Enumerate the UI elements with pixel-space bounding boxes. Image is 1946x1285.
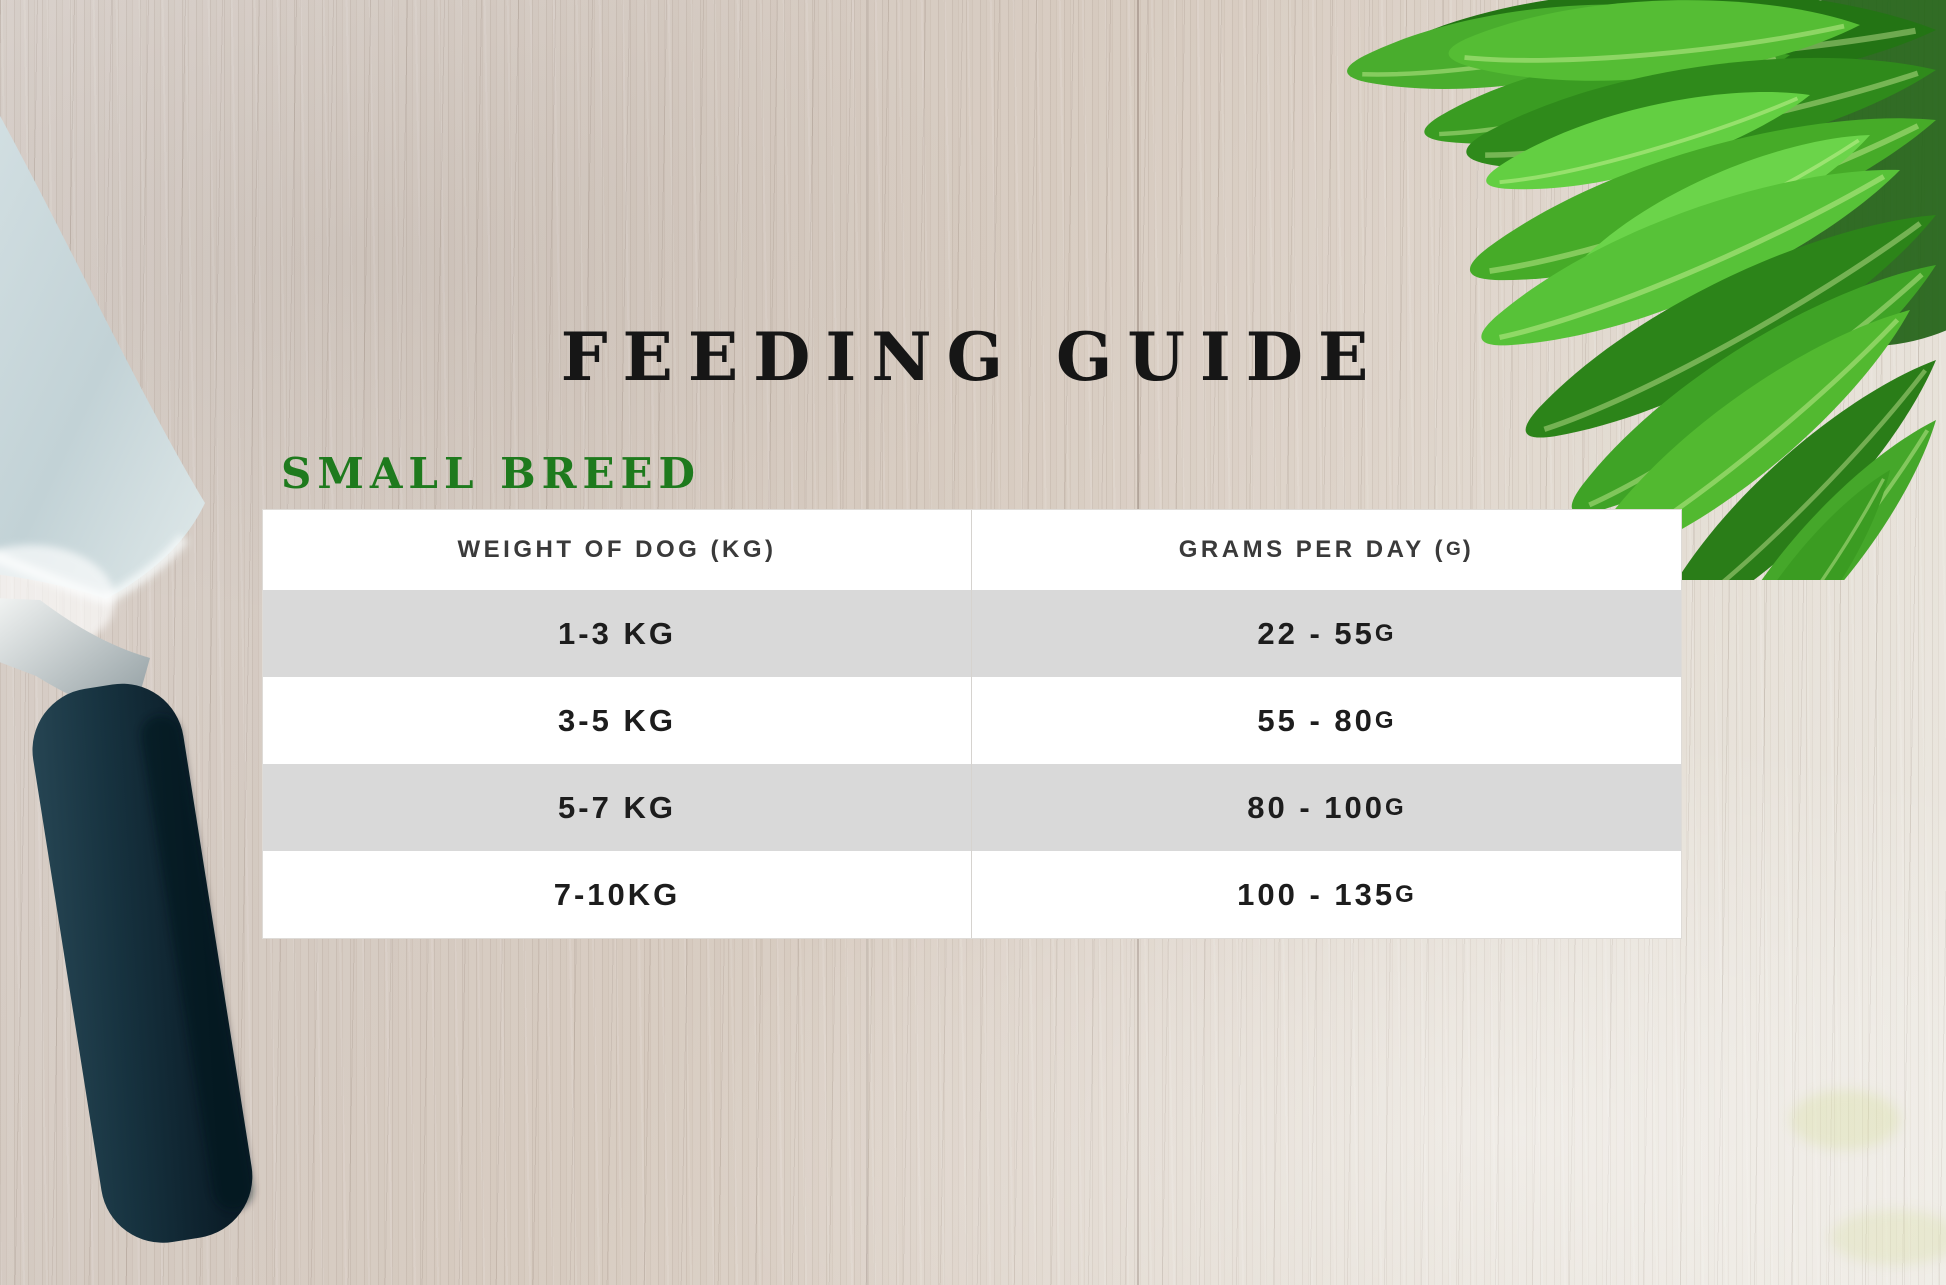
weight-header-label: WEIGHT OF DOG (KG) <box>457 536 777 563</box>
weight-cell: 1-3 KG <box>263 590 972 677</box>
grams-cell-value: 22 - 55 <box>1257 615 1375 651</box>
wood-stain <box>1830 1210 1946 1265</box>
feeding-table: WEIGHT OF DOG (KG) GRAMS PER DAY (G) 1-3… <box>262 509 1682 939</box>
grams-unit: G <box>1385 793 1406 821</box>
weight-cell-value: 3-5 KG <box>558 702 676 738</box>
grams-header-label: GRAMS PER DAY ( <box>1178 536 1446 563</box>
feeding-table-rows: 1-3 KG 22 - 55 G 3-5 KG 55 - 80 G 5-7 KG 8… <box>263 590 1681 938</box>
weight-cell-value: 1-3 KG <box>558 615 676 651</box>
weight-cell: 7-10KG <box>263 851 972 938</box>
grams-header-label-end: ) <box>1462 536 1475 563</box>
grams-cell-value: 100 - 135 <box>1237 876 1396 912</box>
weight-cell: 3-5 KG <box>263 677 972 764</box>
page-title: FEEDING GUIDE <box>560 318 1384 396</box>
grams-cell: 80 - 100 G <box>972 764 1681 851</box>
weight-cell-value: 7-10KG <box>553 876 681 912</box>
chef-knife-image <box>0 115 253 1243</box>
knife-handle <box>32 683 253 1243</box>
leaf-bundle <box>1342 0 1946 580</box>
table-row: 3-5 KG 55 - 80 G <box>263 677 1681 764</box>
grams-cell: 100 - 135 G <box>972 851 1681 938</box>
knife-handle-shade <box>141 715 253 1210</box>
grams-unit: G <box>1395 880 1416 908</box>
grams-cell-value: 55 - 80 <box>1257 702 1375 738</box>
grams-column-header: GRAMS PER DAY (G) <box>972 510 1681 590</box>
green-leaves-image <box>1030 0 1946 580</box>
grams-unit: G <box>1374 619 1396 647</box>
table-row: 5-7 KG 80 - 100 G <box>263 764 1681 851</box>
table-header-row: WEIGHT OF DOG (KG) GRAMS PER DAY (G) <box>263 510 1681 590</box>
grams-unit: G <box>1374 706 1396 734</box>
weight-cell-value: 5-7 KG <box>558 789 676 825</box>
breed-section-title: SMALL BREED <box>281 449 701 498</box>
table-row: 7-10KG 100 - 135 G <box>263 851 1681 938</box>
grams-cell: 22 - 55 G <box>972 590 1681 677</box>
knife-blade <box>0 115 205 599</box>
weight-cell: 5-7 KG <box>263 764 972 851</box>
grams-header-small-unit: G <box>1445 539 1463 560</box>
wood-stain <box>1790 1090 1900 1150</box>
table-row: 1-3 KG 22 - 55 G <box>263 590 1681 677</box>
weight-column-header: WEIGHT OF DOG (KG) <box>263 510 972 590</box>
grams-cell-value: 80 - 100 <box>1247 789 1386 825</box>
grams-cell: 55 - 80 G <box>972 677 1681 764</box>
